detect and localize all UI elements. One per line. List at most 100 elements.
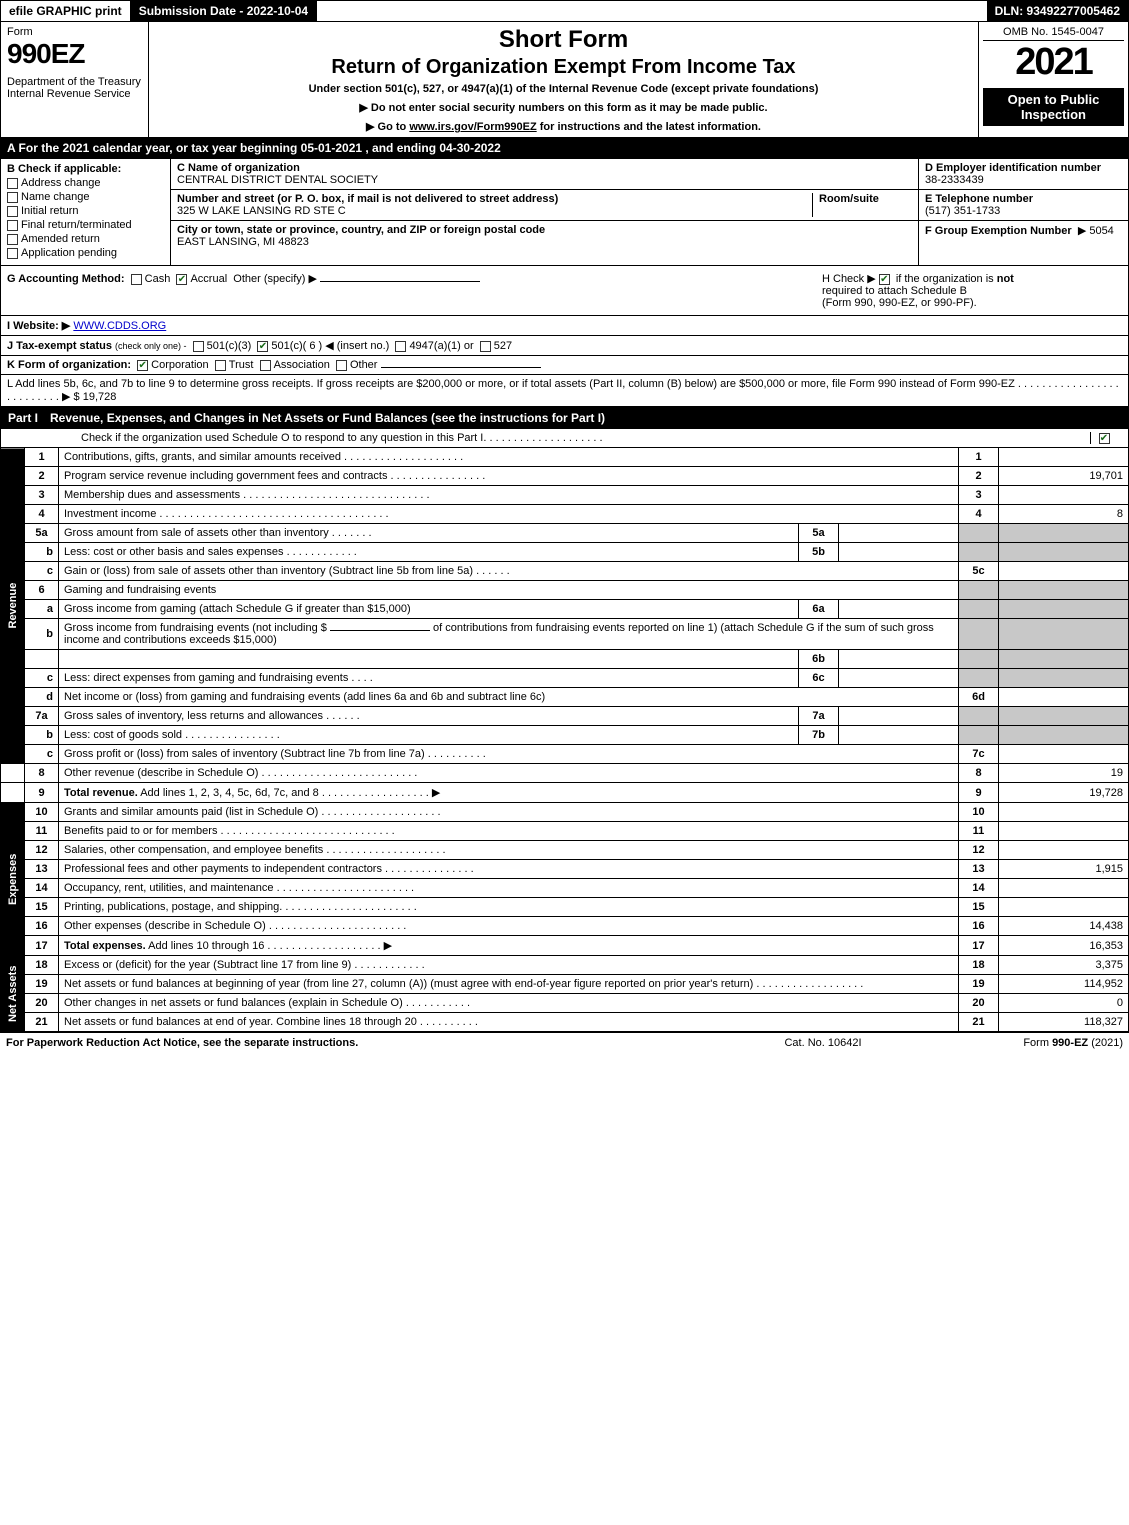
org-address: 325 W LAKE LANSING RD STE C [177, 205, 346, 217]
line-16-desc: Other expenses (describe in Schedule O) [64, 920, 266, 932]
side-netassets: Net Assets [1, 956, 25, 1032]
line-15-desc: Printing, publications, postage, and shi… [64, 901, 282, 913]
line-16-amt: 14,438 [999, 917, 1129, 936]
line-12-amt [999, 841, 1129, 860]
line-20-desc: Other changes in net assets or fund bala… [64, 997, 403, 1009]
tax-year: 2021 [983, 41, 1124, 84]
footer-right-form: 990-EZ [1052, 1037, 1088, 1049]
line-13-desc: Professional fees and other payments to … [64, 863, 382, 875]
table-row: cGross profit or (loss) from sales of in… [1, 745, 1129, 764]
line-11-desc: Benefits paid to or for members [64, 825, 217, 837]
chk-initial-return[interactable]: Initial return [7, 205, 164, 217]
line-5b-desc: Less: cost or other basis and sales expe… [64, 546, 284, 558]
chk-501c3[interactable] [193, 341, 204, 352]
chk-corp[interactable] [137, 360, 148, 371]
table-row: 12Salaries, other compensation, and empl… [1, 841, 1129, 860]
line-6b-input[interactable] [330, 630, 430, 631]
chk-h[interactable] [879, 274, 890, 285]
line-6c-desc: Less: direct expenses from gaming and fu… [64, 672, 348, 684]
line-7a-desc: Gross sales of inventory, less returns a… [64, 710, 323, 722]
line-14-desc: Occupancy, rent, utilities, and maintena… [64, 882, 274, 894]
website-link[interactable]: WWW.CDDS.ORG [73, 320, 166, 332]
room-label: Room/suite [819, 193, 879, 205]
k-other-input[interactable] [381, 367, 541, 368]
part-i-header: Part I Revenue, Expenses, and Changes in… [0, 407, 1129, 429]
row-j-tax-exempt: J Tax-exempt status (check only one) - 5… [0, 336, 1129, 356]
line-10-desc: Grants and similar amounts paid (list in… [64, 806, 318, 818]
chk-schedule-o[interactable] [1099, 433, 1110, 444]
part-i-sub-text: Check if the organization used Schedule … [81, 432, 483, 444]
line-18-desc: Excess or (deficit) for the year (Subtra… [64, 959, 351, 971]
line-7c-amt [999, 745, 1129, 764]
line-3-desc: Membership dues and assessments [64, 489, 240, 501]
chk-name-change[interactable]: Name change [7, 191, 164, 203]
table-row: 16Other expenses (describe in Schedule O… [1, 917, 1129, 936]
table-row: 6b [1, 650, 1129, 669]
chk-527[interactable] [480, 341, 491, 352]
instructions-link[interactable]: www.irs.gov/Form990EZ [409, 121, 536, 133]
g-label: G Accounting Method: [7, 273, 125, 285]
chk-trust[interactable] [215, 360, 226, 371]
f-label: F Group Exemption Number [925, 225, 1072, 237]
j-o3: 4947(a)(1) or [409, 340, 473, 352]
table-row: b Gross income from fundraising events (… [1, 619, 1129, 650]
g-other-input[interactable] [320, 281, 480, 282]
chk-cash[interactable] [131, 274, 142, 285]
table-row: 3Membership dues and assessments . . . .… [1, 486, 1129, 505]
form-header: Form 990EZ Department of the Treasury In… [0, 22, 1129, 138]
table-row: dNet income or (loss) from gaming and fu… [1, 688, 1129, 707]
c-city-label: City or town, state or province, country… [177, 224, 545, 236]
k-assoc: Association [274, 359, 330, 371]
entity-block: B Check if applicable: Address change Na… [0, 159, 1129, 266]
line-6d-amt [999, 688, 1129, 707]
chk-application-pending[interactable]: Application pending [7, 247, 164, 259]
line-6b-desc1: Gross income from fundraising events (no… [64, 622, 327, 634]
line-9-pre: Total revenue. [64, 787, 138, 799]
side-revenue: Revenue [1, 448, 25, 764]
line-5c-desc: Gain or (loss) from sale of assets other… [64, 565, 473, 577]
line-2-desc: Program service revenue including govern… [64, 470, 387, 482]
chk-assoc[interactable] [260, 360, 271, 371]
chk-4947[interactable] [395, 341, 406, 352]
ein-value: 38-2333439 [925, 174, 984, 186]
l-amount: ▶ $ 19,728 [62, 391, 116, 403]
line-1-col: 1 [959, 448, 999, 467]
line-5a-desc: Gross amount from sale of assets other t… [64, 527, 329, 539]
chk-501c[interactable] [257, 341, 268, 352]
chk-other-org[interactable] [336, 360, 347, 371]
j-o4: 527 [494, 340, 512, 352]
line-6d-desc: Net income or (loss) from gaming and fun… [64, 691, 545, 703]
footer-right-pre: Form [1023, 1037, 1052, 1049]
omb-number: OMB No. 1545-0047 [983, 26, 1124, 41]
j-label: J Tax-exempt status [7, 340, 112, 352]
chk-address-change[interactable]: Address change [7, 177, 164, 189]
page-footer: For Paperwork Reduction Act Notice, see … [0, 1032, 1129, 1053]
chk-amended-return[interactable]: Amended return [7, 233, 164, 245]
line-5a-amt [839, 524, 959, 543]
row-a-tax-year: A For the 2021 calendar year, or tax yea… [0, 138, 1129, 159]
title-block: Short Form Return of Organization Exempt… [149, 22, 978, 137]
line-7b-amt [839, 726, 959, 745]
line-1-num: 1 [25, 448, 59, 467]
line-15-amt [999, 898, 1129, 917]
table-row: bLess: cost of goods sold . . . . . . . … [1, 726, 1129, 745]
line-7c-desc: Gross profit or (loss) from sales of inv… [64, 748, 425, 760]
phone-value: (517) 351-1733 [925, 205, 1000, 217]
g-accrual: Accrual [190, 273, 227, 285]
chk-accrual[interactable] [176, 274, 187, 285]
line-8-amt: 19 [999, 764, 1129, 783]
row-k-org-form: K Form of organization: Corporation Trus… [0, 356, 1129, 375]
line-8-desc: Other revenue (describe in Schedule O) [64, 767, 258, 779]
side-expenses: Expenses [1, 803, 25, 956]
table-row: Net Assets 18Excess or (deficit) for the… [1, 956, 1129, 975]
line-5c-amt [999, 562, 1129, 581]
line-4-amt: 8 [999, 505, 1129, 524]
table-row: 6Gaming and fundraising events [1, 581, 1129, 600]
org-city: EAST LANSING, MI 48823 [177, 236, 309, 248]
table-row: Revenue 1 Contributions, gifts, grants, … [1, 448, 1129, 467]
efile-label[interactable]: efile GRAPHIC print [1, 1, 131, 21]
row-l-gross-receipts: L Add lines 5b, 6c, and 7b to line 9 to … [0, 375, 1129, 407]
j-o2: 501(c)( 6 ) ◀ (insert no.) [271, 340, 389, 352]
table-row: cLess: direct expenses from gaming and f… [1, 669, 1129, 688]
chk-final-return[interactable]: Final return/terminated [7, 219, 164, 231]
